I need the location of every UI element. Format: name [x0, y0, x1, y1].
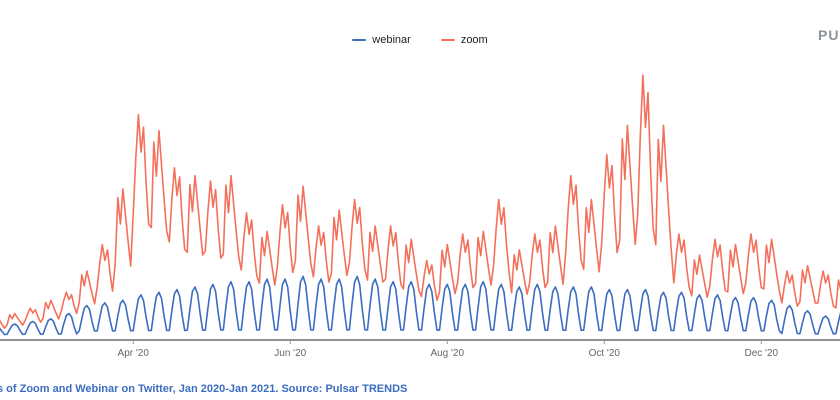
legend-item-webinar: webinar [352, 34, 411, 46]
x-tick-label: Dec '20 [744, 348, 779, 359]
chart-caption: s of Zoom and Webinar on Twitter, Jan 20… [0, 383, 408, 395]
chart-legend: webinar zoom [0, 34, 840, 46]
legend-item-zoom: zoom [440, 34, 488, 46]
x-tick-label: Apr '20 [117, 348, 149, 359]
legend-label-webinar: webinar [372, 34, 411, 46]
legend-label-zoom: zoom [460, 34, 488, 46]
brand-logo: PU [818, 27, 840, 43]
x-tick-label: Jun '20 [274, 348, 307, 359]
x-tick-label: Aug '20 [430, 348, 465, 359]
legend-line-webinar-icon [352, 39, 367, 41]
legend-line-zoom-icon [440, 39, 455, 41]
x-tick-label: Oct '20 [588, 348, 620, 359]
